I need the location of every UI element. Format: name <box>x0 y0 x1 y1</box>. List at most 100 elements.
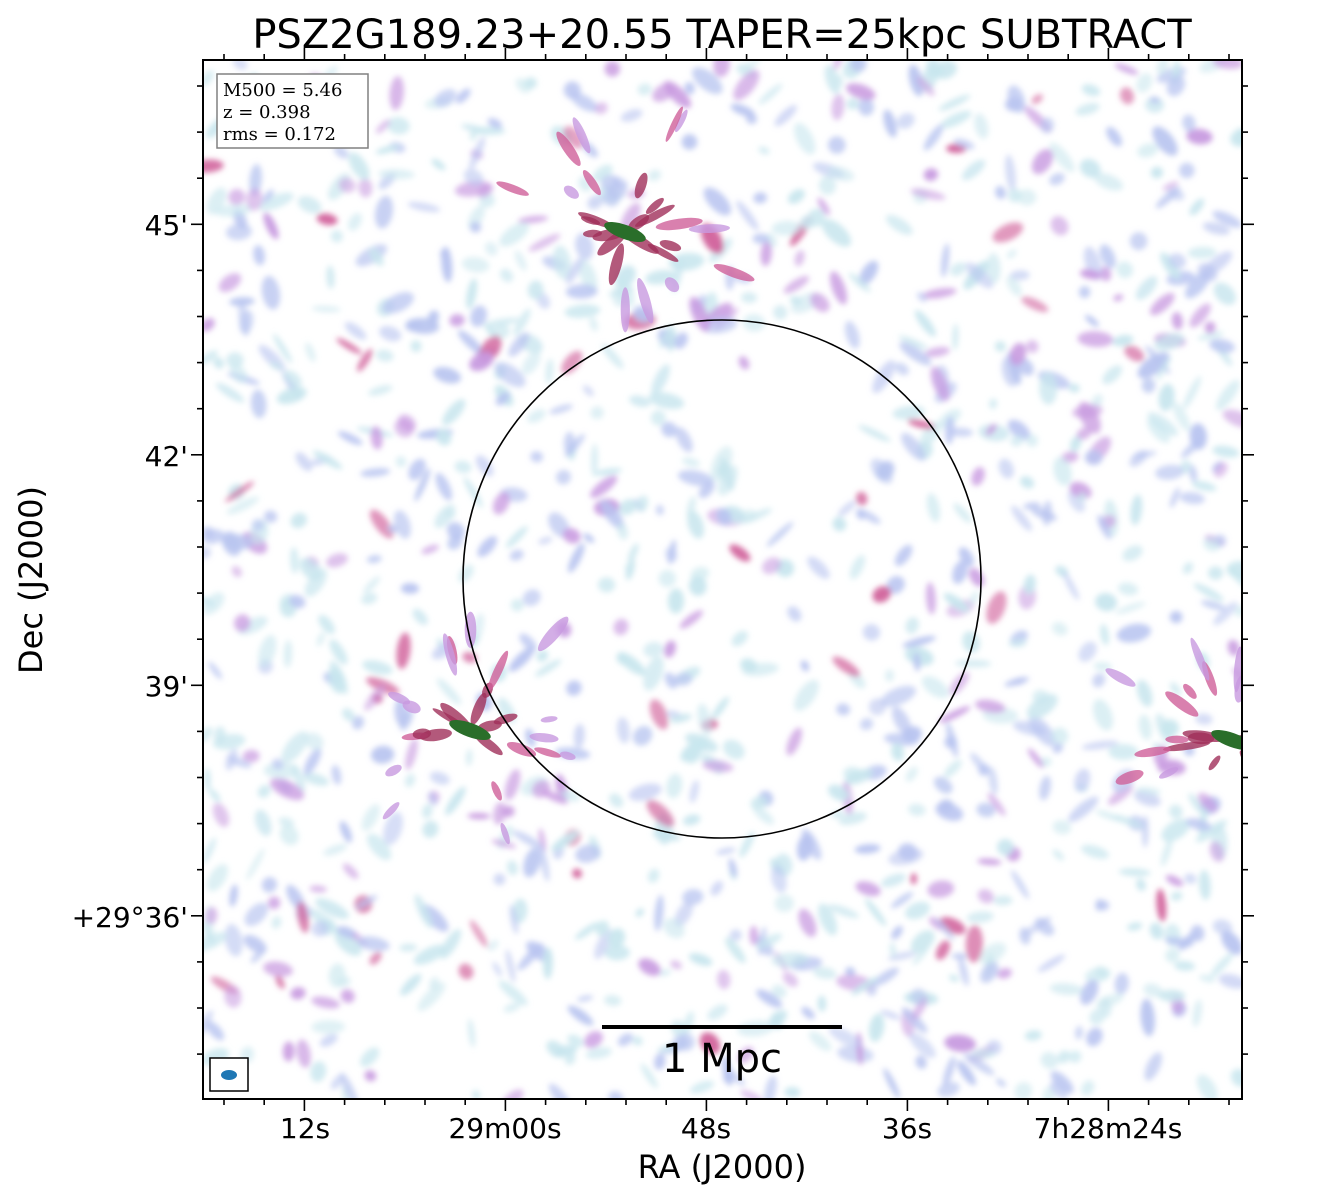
source-streak <box>620 287 630 333</box>
noise-speckle <box>1182 114 1196 132</box>
noise-speckle <box>1162 181 1179 191</box>
noise-speckle <box>1084 449 1103 466</box>
noise-speckle <box>575 844 601 863</box>
noise-speckle <box>467 812 491 820</box>
noise-speckle <box>1078 286 1091 299</box>
noise-speckle <box>344 322 367 340</box>
noise-speckle <box>1095 810 1123 822</box>
noise-speckle <box>1202 222 1231 235</box>
noise-speckle <box>912 996 928 1021</box>
noise-speckle <box>244 902 269 927</box>
noise-speckle <box>575 232 594 260</box>
noise-speckle <box>1026 694 1058 719</box>
noise-speckle <box>658 969 672 977</box>
noise-speckle <box>677 1033 695 1051</box>
noise-speckle <box>1049 1081 1068 1099</box>
noise-speckle <box>571 92 598 112</box>
noise-speckle <box>1221 930 1242 955</box>
noise-speckle <box>270 778 305 801</box>
noise-speckle <box>1025 340 1039 353</box>
noise-speckle <box>885 214 913 235</box>
noise-speckle <box>504 769 521 801</box>
beam-indicator <box>209 1057 249 1092</box>
noise-speckle <box>1074 768 1091 793</box>
noise-speckle <box>468 1018 475 1048</box>
noise-speckle <box>829 271 848 305</box>
noise-speckle <box>1119 87 1135 105</box>
noise-speckle <box>894 362 909 376</box>
noise-speckle <box>340 1072 359 1099</box>
noise-speckle <box>436 428 452 446</box>
noise-speckle <box>636 495 649 512</box>
source-streak <box>688 224 730 234</box>
noise-speckle <box>519 633 537 651</box>
noise-speckle <box>508 647 535 672</box>
noise-speckle <box>592 164 613 183</box>
noise-speckle <box>1086 1027 1103 1047</box>
source-streak <box>388 691 411 705</box>
noise-speckle <box>723 1071 734 1084</box>
noise-speckle <box>910 930 935 953</box>
noise-speckle <box>212 802 230 828</box>
noise-speckle <box>296 1039 311 1068</box>
noise-speckle <box>729 544 751 562</box>
noise-speckle <box>854 844 881 854</box>
noise-speckle <box>316 632 326 647</box>
noise-speckle <box>1184 873 1197 884</box>
noise-speckle <box>1157 759 1186 776</box>
noise-speckle <box>573 723 585 749</box>
noise-speckle <box>246 848 265 881</box>
noise-speckle <box>774 105 797 127</box>
noise-speckle <box>937 1081 960 1098</box>
noise-speckle <box>584 1031 603 1049</box>
noise-speckle <box>455 88 471 104</box>
noise-speckle <box>422 820 439 838</box>
noise-speckle <box>1010 270 1030 281</box>
noise-speckle <box>469 351 494 372</box>
noise-speckle <box>703 187 732 216</box>
noise-speckle <box>1049 142 1075 173</box>
noise-speckle <box>674 901 694 927</box>
noise-speckle <box>1195 819 1228 843</box>
noise-speckle <box>594 102 608 115</box>
noise-speckle <box>462 651 477 663</box>
noise-speckle <box>1156 60 1169 75</box>
noise-speckle <box>682 746 701 764</box>
y-tick-label: 42' <box>145 440 188 473</box>
noise-speckle <box>824 65 841 94</box>
noise-speckle <box>549 404 573 415</box>
noise-speckle <box>1023 502 1041 510</box>
noise-speckle <box>729 929 742 942</box>
noise-speckle <box>435 472 453 501</box>
noise-speckle <box>1197 263 1218 282</box>
source-streak <box>655 217 703 231</box>
noise-speckle <box>303 772 329 786</box>
noise-speckle <box>758 83 783 105</box>
noise-speckle <box>801 1006 815 1020</box>
noise-speckle <box>501 1089 524 1099</box>
noise-speckle <box>548 1083 572 1099</box>
source-streak <box>1165 691 1199 717</box>
noise-speckle <box>1052 820 1072 835</box>
noise-speckle <box>601 344 624 369</box>
noise-speckle <box>250 389 267 419</box>
noise-speckle <box>414 894 433 929</box>
noise-speckle <box>304 568 328 597</box>
noise-speckle <box>1042 1086 1055 1099</box>
noise-speckle <box>283 370 302 388</box>
noise-speckle <box>832 516 847 532</box>
noise-speckle <box>654 1053 666 1070</box>
noise-speckle <box>908 64 924 97</box>
source-core <box>1211 730 1242 750</box>
noise-speckle <box>789 296 803 306</box>
noise-speckle <box>330 1074 344 1090</box>
noise-speckle <box>1161 818 1190 842</box>
noise-speckle <box>213 726 226 744</box>
noise-speckle <box>692 67 723 95</box>
noise-speckle <box>649 699 669 730</box>
noise-speckle <box>971 1048 996 1059</box>
noise-speckle <box>1179 162 1195 179</box>
noise-speckle <box>1040 117 1055 134</box>
noise-speckle <box>1078 401 1101 434</box>
noise-speckle <box>364 1070 377 1082</box>
